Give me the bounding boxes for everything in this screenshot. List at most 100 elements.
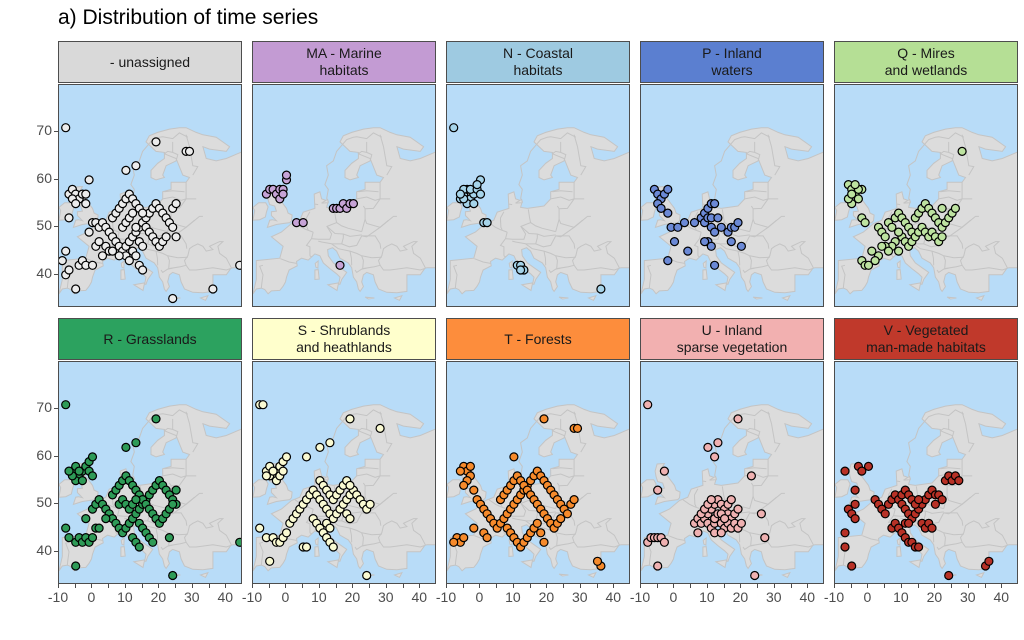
country-border [311, 209, 338, 240]
country-border [753, 475, 779, 487]
country-border [305, 231, 314, 256]
x-tick-label: -10 [47, 589, 69, 605]
site-point [134, 542, 144, 552]
site-point [556, 514, 566, 524]
country-border [749, 482, 754, 509]
facet-panel: T - Forests [446, 318, 630, 584]
country-border [767, 411, 781, 453]
x-tick-mark [402, 584, 404, 588]
x-tick-label: 40 [411, 589, 428, 605]
x-tick-mark [656, 584, 658, 588]
site-point [850, 485, 860, 495]
site-point [94, 523, 104, 533]
site-point [659, 466, 669, 476]
country-border [512, 511, 538, 522]
x-tick-label: 20 [732, 589, 749, 605]
country-border [259, 541, 264, 566]
site-point [733, 504, 743, 514]
country-border [891, 532, 894, 535]
map-plot [447, 404, 629, 579]
y-tick-mark [54, 273, 58, 275]
country-border [503, 255, 506, 258]
site-point [760, 533, 770, 543]
country-border [767, 134, 781, 176]
site-point [713, 438, 723, 448]
site-point [716, 528, 726, 538]
x-tick-mark [91, 584, 93, 588]
map-plot [59, 400, 241, 581]
site-point [114, 251, 124, 261]
x-tick-mark [141, 584, 143, 588]
site-point [459, 533, 469, 543]
site-point [171, 485, 181, 495]
x-tick-mark [917, 584, 919, 588]
country-border [548, 544, 561, 551]
site-point [168, 499, 178, 509]
site-point [168, 293, 178, 304]
country-border [349, 528, 353, 543]
country-border [737, 251, 741, 266]
country-border [550, 196, 575, 201]
site-point [465, 461, 475, 472]
site-point [703, 442, 713, 453]
x-tick-mark [124, 584, 126, 588]
y-tick-label: 50 [36, 494, 52, 511]
land-shape [714, 559, 728, 569]
x-tick-mark [884, 584, 886, 588]
land-shape [253, 479, 269, 498]
land-shape [896, 259, 901, 269]
x-tick-mark [208, 584, 210, 588]
country-border [130, 132, 189, 199]
site-point [131, 251, 141, 261]
y-tick-label: 70 [36, 399, 52, 416]
site-point [455, 466, 465, 476]
site-point [683, 246, 693, 256]
country-border [535, 235, 557, 248]
country-border [155, 251, 159, 266]
site-point [87, 471, 98, 481]
site-point [984, 556, 994, 566]
map-panel [252, 361, 436, 584]
x-tick-mark [302, 584, 304, 588]
site-point [345, 514, 355, 524]
map-plot [253, 127, 435, 302]
site-point [880, 509, 890, 519]
country-border [341, 512, 363, 525]
site-point [348, 198, 359, 209]
x-tick-mark [479, 584, 481, 588]
site-point [927, 523, 937, 533]
site-point [335, 260, 345, 270]
country-border [488, 499, 508, 510]
site-point [459, 480, 469, 491]
country-border [896, 480, 901, 483]
map-panel [58, 84, 242, 307]
land-shape [702, 259, 707, 269]
land-shape [326, 559, 340, 569]
country-border [331, 520, 362, 534]
site-point [756, 509, 767, 519]
site-point [937, 203, 947, 214]
x-tick-mark [318, 584, 320, 588]
country-border [552, 467, 573, 470]
y-tick-mark [54, 131, 58, 133]
x-tick-mark [74, 584, 76, 588]
country-border [167, 255, 188, 259]
figure-title: a) Distribution of time series [58, 6, 319, 29]
x-tick-mark [934, 584, 936, 588]
site-point [847, 189, 857, 199]
site-point [71, 561, 81, 571]
country-border [309, 255, 312, 258]
site-point [509, 452, 519, 462]
x-tick-label: -10 [435, 589, 457, 605]
site-point [74, 466, 84, 476]
x-tick-mark [252, 584, 253, 588]
y-tick-mark [54, 178, 58, 180]
site-point [278, 189, 288, 199]
site-point [482, 533, 492, 543]
site-point [857, 466, 867, 476]
site-point [840, 528, 850, 538]
y-tick-mark [54, 226, 58, 228]
x-tick-mark [335, 584, 337, 588]
site-point [883, 246, 894, 256]
x-tick-label: 30 [960, 589, 976, 605]
